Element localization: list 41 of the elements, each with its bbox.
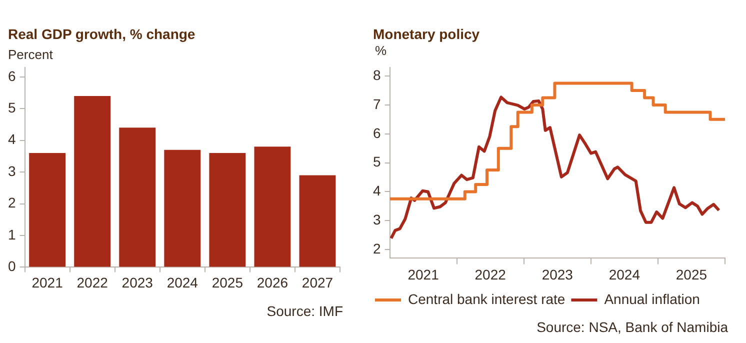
bar (254, 146, 291, 267)
chart-title: Real GDP growth, % change (8, 26, 196, 42)
x-tick-label: 2021 (408, 266, 440, 282)
x-tick-label: 2022 (76, 274, 108, 290)
y-tick-label: 0 (8, 258, 16, 274)
bar (164, 150, 201, 267)
x-tick-label: 2025 (676, 266, 708, 282)
legend-label: Central bank interest rate (408, 290, 566, 307)
x-tick-label: 2022 (474, 266, 506, 282)
y-tick-label: 2 (372, 240, 381, 256)
x-tick-label: 2021 (32, 274, 64, 290)
y-tick-label: 6 (8, 68, 16, 84)
x-tick-label: 2024 (608, 266, 640, 282)
y-tick-label: 6 (372, 124, 381, 141)
bar (74, 96, 111, 267)
y-tick-label: 2 (8, 194, 16, 211)
bar (29, 153, 66, 267)
source-note: Source: IMF (266, 303, 343, 319)
bar (299, 175, 336, 267)
y-tick-label: 1 (8, 226, 16, 242)
y-tick-label: 4 (372, 182, 381, 199)
x-tick-label: 2023 (542, 266, 574, 282)
y-tick-label: 5 (372, 154, 381, 170)
x-tick-label: 2027 (302, 274, 334, 290)
y-tick-label: 8 (372, 66, 381, 83)
y-tick-label: 5 (8, 99, 16, 116)
legend-label: Annual inflation (604, 290, 700, 307)
y-tick-label: 3 (372, 211, 381, 228)
source-note: Source: NSA, Bank of Namibia (536, 319, 728, 335)
y-tick-label: 3 (8, 162, 16, 179)
bar (209, 153, 246, 267)
bar (119, 128, 156, 267)
y-tick-label: 7 (372, 96, 381, 112)
x-tick-label: 2023 (122, 274, 154, 290)
x-tick-label: 2026 (256, 274, 288, 290)
y-tick-label: 4 (8, 131, 16, 148)
y-axis-title: Percent (8, 47, 53, 62)
chart-title: Monetary policy (373, 26, 480, 42)
x-tick-label: 2025 (212, 274, 244, 290)
y-axis-title: % (375, 43, 387, 58)
x-tick-label: 2024 (166, 274, 198, 290)
